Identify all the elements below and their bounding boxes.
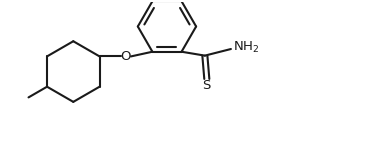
Text: S: S <box>203 79 211 92</box>
Text: O: O <box>121 50 131 63</box>
Text: NH$_2$: NH$_2$ <box>233 40 259 55</box>
